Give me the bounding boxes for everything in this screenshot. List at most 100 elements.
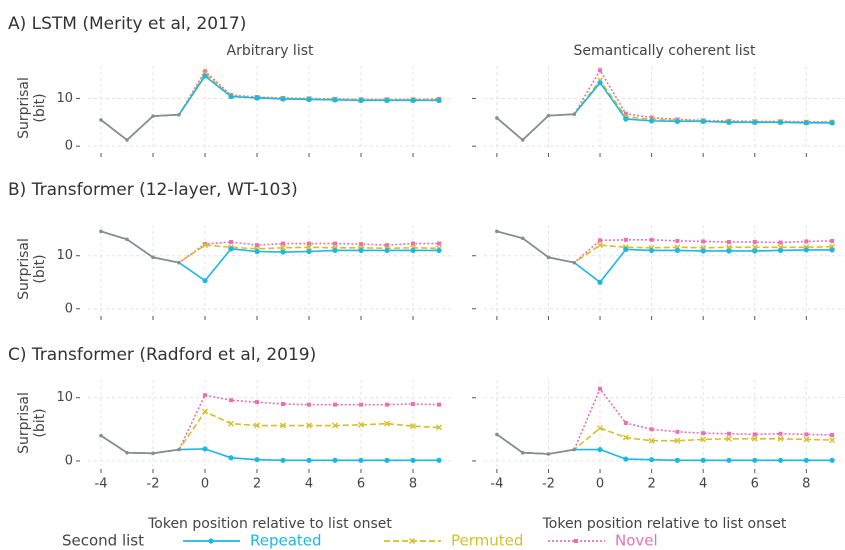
pre-onset-line (496, 433, 575, 455)
marker (203, 69, 207, 74)
marker (202, 242, 208, 249)
marker (572, 112, 577, 117)
series-line (100, 72, 439, 142)
marker (177, 447, 181, 452)
marker (649, 457, 655, 463)
marker (229, 398, 233, 403)
marker (410, 423, 416, 430)
marker (125, 450, 129, 455)
marker (203, 393, 207, 398)
marker (333, 241, 337, 246)
marker (281, 241, 285, 246)
marker (229, 239, 233, 244)
marker (830, 238, 835, 243)
marker (228, 455, 234, 461)
x-tick-label: -4 (95, 477, 108, 492)
x-tick-label: 8 (409, 477, 417, 492)
marker (804, 432, 809, 437)
marker (622, 434, 629, 441)
marker (280, 249, 286, 255)
marker (495, 116, 499, 120)
x-tick-label: 4 (699, 477, 707, 492)
marker (752, 248, 758, 254)
marker (177, 112, 181, 117)
marker (307, 241, 311, 246)
marker (700, 118, 706, 124)
marker (202, 408, 208, 415)
series-line (496, 78, 833, 142)
marker (700, 457, 706, 463)
marker (410, 457, 416, 463)
marker (280, 96, 286, 102)
marker (546, 255, 551, 260)
series-line (496, 427, 833, 455)
marker (384, 457, 390, 463)
marker (778, 240, 783, 245)
marker (254, 248, 260, 255)
marker (675, 238, 680, 243)
legend-label: Permuted (451, 532, 523, 550)
panel-title: Arbitrary list (227, 43, 314, 59)
marker (751, 435, 758, 442)
marker (546, 452, 551, 456)
x-tick-label: 6 (357, 477, 365, 492)
marker (306, 248, 312, 255)
marker (384, 420, 390, 427)
marker (99, 433, 103, 438)
marker (520, 450, 525, 455)
marker (151, 451, 155, 456)
marker (777, 435, 784, 442)
marker (623, 456, 629, 462)
marker (333, 402, 337, 407)
marker (280, 244, 286, 251)
marker (254, 422, 260, 429)
panel-title: Semantically coherent list (574, 43, 756, 59)
y-tick-label: 10 (56, 390, 73, 405)
y-axis-label: (bit) (32, 93, 48, 122)
marker (359, 242, 363, 247)
marker (598, 386, 603, 391)
marker (332, 247, 338, 254)
marker (125, 138, 129, 142)
marker (151, 255, 155, 260)
marker (597, 446, 603, 453)
marker (674, 118, 680, 124)
marker (572, 447, 577, 452)
row-title: B) Transformer (12-layer, WT-103) (8, 180, 298, 200)
marker (99, 229, 103, 234)
marker (520, 236, 525, 241)
marker (281, 402, 285, 407)
x-tick-label: 2 (253, 477, 261, 492)
marker (546, 113, 551, 118)
marker (726, 431, 731, 436)
marker (701, 431, 706, 436)
series-line (496, 387, 833, 455)
marker (649, 427, 654, 432)
marker (804, 239, 809, 244)
marker (437, 241, 441, 246)
marker (649, 118, 655, 124)
marker (623, 237, 628, 242)
marker (358, 247, 364, 254)
marker (751, 244, 758, 251)
marker (306, 244, 312, 251)
marker (202, 446, 208, 452)
marker (777, 119, 784, 125)
marker (125, 237, 129, 242)
marker (803, 120, 809, 126)
marker (228, 420, 234, 427)
row-title: A) LSTM (Merity et al, 2017) (8, 14, 246, 34)
marker (829, 457, 835, 463)
series-line (496, 81, 833, 142)
x-tick-label: 0 (596, 477, 604, 492)
marker (436, 97, 442, 103)
y-tick-label: 0 (65, 301, 73, 316)
marker (228, 93, 234, 100)
x-tick-label: -2 (147, 477, 160, 492)
row-title: C) Transformer (Radford et al, 2019) (8, 345, 316, 365)
marker (208, 538, 214, 544)
marker (307, 402, 311, 407)
legend-label: Repeated (250, 532, 322, 550)
legend-title: Second list (62, 532, 144, 550)
